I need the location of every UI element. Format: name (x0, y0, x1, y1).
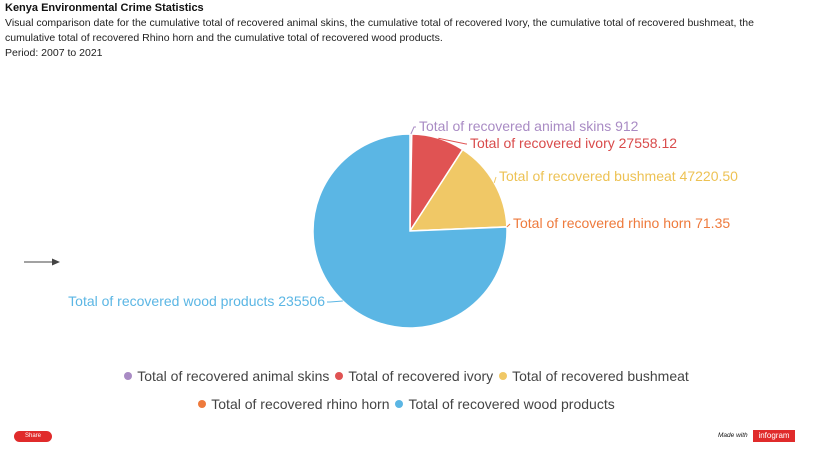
data-label: Total of recovered rhino horn 71.35 (513, 215, 730, 231)
chart-period: Period: 2007 to 2021 (5, 47, 103, 59)
legend-dot-icon (124, 372, 133, 380)
pie-slice[interactable] (312, 133, 508, 329)
legend-label: Total of recovered bushmeat (512, 368, 689, 384)
legend-dot-icon (335, 372, 344, 380)
leader-line (410, 126, 416, 135)
chart-description: Visual comparison date for the cumulativ… (5, 17, 754, 44)
legend-label: Total of recovered rhino horn (211, 396, 390, 412)
nav-arrow-icon[interactable] (24, 258, 60, 266)
leader-line (438, 137, 467, 145)
legend-label: Total of recovered animal skins (137, 368, 330, 384)
chart-title: Kenya Environmental Crime Statistics (5, 2, 204, 14)
legend-row: Total of recovered rhino horn Total of re… (0, 396, 813, 412)
legend-item[interactable]: Total of recovered animal skins (124, 368, 329, 384)
made-with-text: Made with (718, 432, 748, 439)
legend-row: Total of recovered animal skins Total of … (0, 368, 813, 384)
chart-header: Kenya Environmental Crime Statistics Vis… (5, 1, 805, 61)
legend-item[interactable]: Total of recovered ivory (335, 368, 493, 384)
data-label: Total of recovered wood products 235506 (68, 293, 325, 309)
legend-item[interactable]: Total of recovered wood products (395, 396, 615, 412)
share-button[interactable]: Share (14, 431, 52, 442)
legend-dot-icon (198, 400, 207, 408)
leader-line (493, 176, 497, 183)
legend-label: Total of recovered wood products (408, 396, 615, 412)
legend-dot-icon (499, 372, 508, 380)
data-label: Total of recovered ivory 27558.12 (470, 135, 677, 151)
legend-item[interactable]: Total of recovered rhino horn (198, 396, 389, 412)
data-label: Total of recovered bushmeat 47220.50 (499, 168, 738, 184)
leader-line (327, 300, 343, 303)
legend-label: Total of recovered ivory (348, 368, 494, 384)
legend-item[interactable]: Total of recovered bushmeat (499, 368, 689, 384)
infogram-logo[interactable]: infogram (753, 430, 795, 442)
leader-line (506, 223, 511, 228)
legend-dot-icon (395, 400, 404, 408)
data-label: Total of recovered animal skins 912 (419, 118, 639, 134)
